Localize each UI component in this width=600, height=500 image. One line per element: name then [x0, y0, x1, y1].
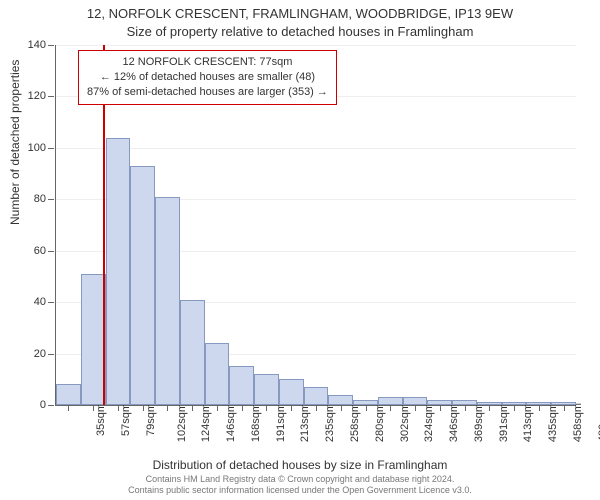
histogram-bar	[229, 366, 254, 405]
x-tick-label: 346sqm	[448, 403, 460, 442]
info-line-1: 12 NORFOLK CRESCENT: 77sqm	[87, 55, 328, 70]
y-tick	[48, 148, 54, 149]
x-tick	[316, 405, 317, 411]
x-tick	[266, 405, 267, 411]
chart-title-main: 12, NORFOLK CRESCENT, FRAMLINGHAM, WOODB…	[0, 6, 600, 21]
x-tick	[514, 405, 515, 411]
x-tick	[143, 405, 144, 411]
plot-area: 12 NORFOLK CRESCENT: 77sqm ← 12% of deta…	[55, 45, 576, 406]
y-tick-label: 80	[21, 193, 46, 205]
y-tick-label: 20	[21, 348, 46, 360]
histogram-bar	[56, 384, 81, 405]
x-tick	[291, 405, 292, 411]
x-tick	[489, 405, 490, 411]
x-tick	[465, 405, 466, 411]
histogram-bar	[155, 197, 180, 405]
x-tick	[192, 405, 193, 411]
histogram-bar	[452, 400, 477, 405]
histogram-bar	[551, 402, 576, 405]
histogram-bar	[328, 395, 353, 405]
x-tick-label: 213sqm	[300, 403, 312, 442]
y-tick	[48, 354, 54, 355]
x-tick-label: 302sqm	[399, 403, 411, 442]
x-tick-label: 57sqm	[120, 403, 132, 436]
reference-info-box: 12 NORFOLK CRESCENT: 77sqm ← 12% of deta…	[78, 50, 337, 105]
y-tick-label: 60	[21, 245, 46, 257]
x-tick	[415, 405, 416, 411]
y-tick-label: 120	[21, 90, 46, 102]
x-tick-label: 146sqm	[225, 403, 237, 442]
histogram-bar	[502, 402, 527, 405]
y-tick	[48, 45, 54, 46]
x-tick	[341, 405, 342, 411]
x-tick-label: 413sqm	[522, 403, 534, 442]
histogram-bar	[304, 387, 329, 405]
x-tick-label: 435sqm	[547, 403, 559, 442]
x-tick	[242, 405, 243, 411]
x-tick	[366, 405, 367, 411]
y-tick-label: 0	[21, 399, 46, 411]
y-tick	[48, 302, 54, 303]
property-size-chart: 12, NORFOLK CRESCENT, FRAMLINGHAM, WOODB…	[0, 0, 600, 500]
x-tick-label: 369sqm	[473, 403, 485, 442]
info-line-2: ← 12% of detached houses are smaller (48…	[87, 70, 328, 85]
x-tick-label: 324sqm	[423, 403, 435, 442]
histogram-bar	[378, 397, 403, 405]
x-tick-label: 79sqm	[145, 403, 157, 436]
x-tick	[539, 405, 540, 411]
histogram-bar	[180, 300, 205, 405]
histogram-bar	[130, 166, 155, 405]
x-tick-label: 124sqm	[201, 403, 213, 442]
grid-line	[56, 45, 576, 46]
x-axis-label: Distribution of detached houses by size …	[0, 458, 600, 472]
x-tick	[118, 405, 119, 411]
x-tick	[390, 405, 391, 411]
footer-line-2: Contains public sector information licen…	[0, 485, 600, 496]
x-tick	[440, 405, 441, 411]
x-tick	[217, 405, 218, 411]
x-tick	[564, 405, 565, 411]
x-tick-label: 391sqm	[498, 403, 510, 442]
y-tick	[48, 405, 54, 406]
info-line-3: 87% of semi-detached houses are larger (…	[87, 85, 328, 100]
x-tick	[68, 405, 69, 411]
footer-line-1: Contains HM Land Registry data © Crown c…	[0, 474, 600, 485]
y-axis-label: Number of detached properties	[8, 60, 22, 225]
histogram-bar	[403, 397, 428, 405]
histogram-bar	[205, 343, 230, 405]
x-tick-label: 280sqm	[374, 403, 386, 442]
x-tick-label: 458sqm	[572, 403, 584, 442]
x-tick-label: 258sqm	[349, 403, 361, 442]
x-tick-label: 168sqm	[250, 403, 262, 442]
x-tick	[167, 405, 168, 411]
y-tick-label: 100	[21, 142, 46, 154]
histogram-bar	[353, 400, 378, 405]
histogram-bar	[427, 400, 452, 405]
chart-footer: Contains HM Land Registry data © Crown c…	[0, 474, 600, 496]
x-tick-label: 235sqm	[324, 403, 336, 442]
histogram-bar	[254, 374, 279, 405]
y-tick-label: 140	[21, 39, 46, 51]
y-tick	[48, 199, 54, 200]
histogram-bar	[106, 138, 131, 405]
histogram-bar	[81, 274, 106, 405]
histogram-bar	[477, 402, 502, 405]
y-tick-label: 40	[21, 296, 46, 308]
x-tick-label: 102sqm	[176, 403, 188, 442]
y-tick	[48, 96, 54, 97]
grid-line	[56, 148, 576, 149]
x-tick-label: 191sqm	[275, 403, 287, 442]
y-tick	[48, 251, 54, 252]
histogram-bar	[279, 379, 304, 405]
x-tick-label: 35sqm	[95, 403, 107, 436]
chart-title-sub: Size of property relative to detached ho…	[0, 24, 600, 39]
histogram-bar	[526, 402, 551, 405]
x-tick	[93, 405, 94, 411]
